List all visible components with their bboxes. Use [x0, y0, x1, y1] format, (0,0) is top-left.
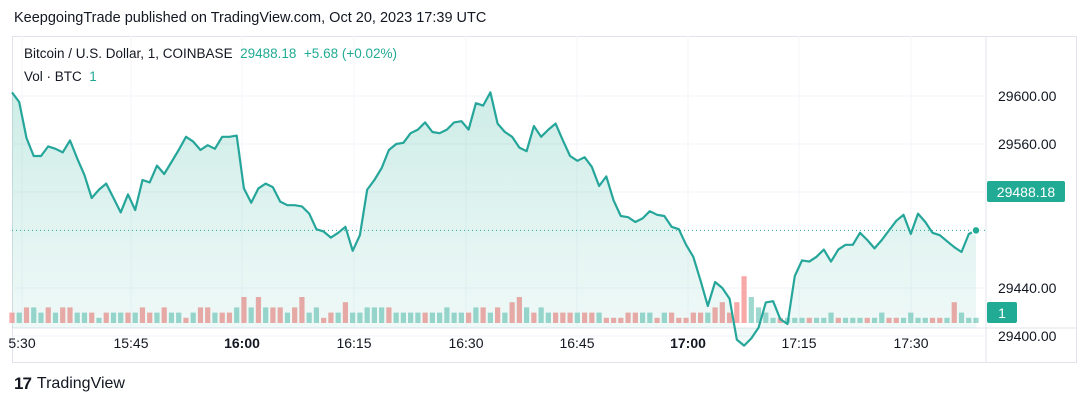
symbol-name[interactable]: Bitcoin / U.S. Dollar, 1, COINBASE	[24, 46, 233, 61]
x-tick-label: 5:30	[8, 335, 35, 351]
x-tick-label: 16:00	[224, 335, 260, 351]
x-tick-label: 16:15	[336, 335, 371, 351]
x-tick-label: 17:00	[670, 335, 706, 351]
x-tick-label: 17:30	[893, 335, 928, 351]
x-tick-label: 16:30	[448, 335, 483, 351]
symbol-legend: Bitcoin / U.S. Dollar, 1, COINBASE 29488…	[24, 46, 397, 61]
volume-legend: Vol · BTC 1	[24, 69, 97, 84]
last-price-tag: 29488.18	[987, 181, 1065, 202]
x-tick-label: 16:45	[559, 335, 594, 351]
x-tick-label: 15:45	[113, 335, 148, 351]
price-area	[12, 92, 976, 346]
volume-bar	[741, 276, 747, 323]
x-tick-label: 17:15	[781, 335, 816, 351]
last-price-dot	[971, 225, 981, 236]
last-price: 29488.18	[240, 46, 297, 61]
tradingview-brand[interactable]: 17 TradingView	[14, 374, 125, 394]
price-line	[11, 91, 977, 347]
y-tick-label: 29560.00	[998, 136, 1057, 152]
volume-label[interactable]: Vol · BTC	[24, 69, 82, 84]
published-caption: KeepgoingTrade published on TradingView.…	[14, 10, 487, 26]
brand-name: TradingView	[36, 375, 125, 392]
y-tick-label: 29400.00	[998, 328, 1057, 344]
volume-bar	[755, 307, 762, 323]
price-change: +5.68 (+0.02%)	[303, 46, 397, 61]
y-tick-label: 29600.00	[998, 88, 1057, 104]
y-tick-label: 29440.00	[998, 280, 1057, 296]
volume-bar	[748, 297, 754, 323]
volume-bar	[734, 302, 740, 323]
tradingview-logo-icon: 17	[14, 374, 32, 393]
volume-value: 1	[89, 69, 97, 84]
volume-tag: 1	[987, 302, 1017, 323]
